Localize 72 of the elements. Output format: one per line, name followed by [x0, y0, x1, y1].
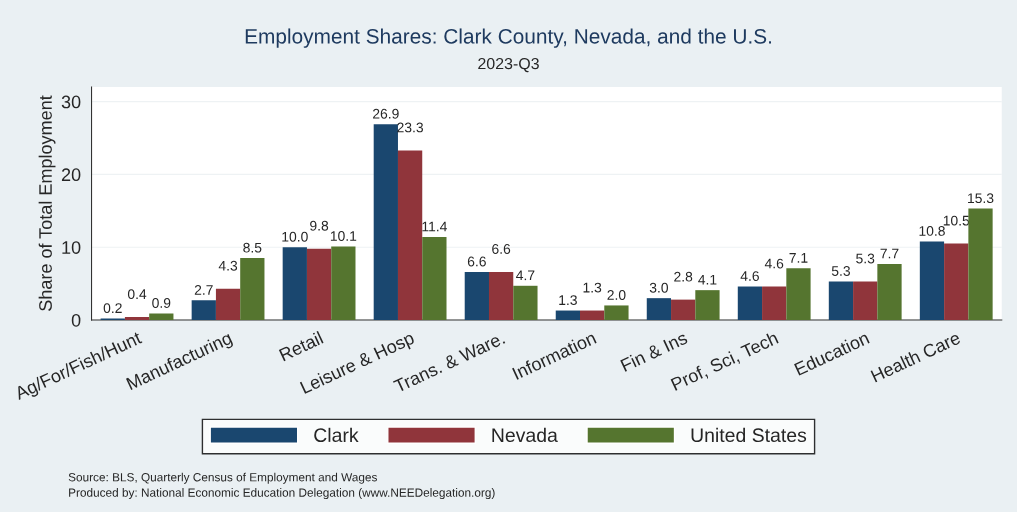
bar — [513, 285, 538, 320]
text: 2.0 — [607, 290, 626, 300]
text: 5.3 — [831, 266, 850, 276]
bar — [555, 310, 581, 320]
bar — [786, 268, 811, 320]
chart-subtitle: 2023-Q3 — [478, 57, 539, 73]
bar — [695, 290, 720, 320]
bar — [671, 299, 696, 320]
bar — [191, 300, 216, 320]
bar — [968, 208, 993, 320]
y-tick-label: 10 — [62, 241, 81, 254]
bar — [149, 313, 174, 320]
text: 1.3 — [559, 295, 577, 306]
y-tick-label: 30 — [61, 95, 81, 109]
bar — [397, 150, 423, 320]
x-tick-label: Retail — [278, 330, 324, 362]
text: 7.1 — [789, 253, 808, 263]
text: 11.4 — [422, 221, 447, 232]
bar — [877, 263, 902, 320]
bar — [646, 298, 672, 320]
bar — [373, 124, 398, 320]
text: 5.3 — [856, 253, 875, 264]
text: 7.7 — [880, 248, 899, 259]
legend-label: Nevada — [492, 427, 558, 443]
text: 10.1 — [330, 231, 357, 241]
bar — [306, 248, 332, 320]
bar — [853, 281, 878, 320]
text: 3.0 — [649, 282, 669, 293]
text: 0.4 — [127, 289, 147, 300]
y-tick-label: 20 — [61, 168, 81, 182]
text: 15.3 — [968, 193, 994, 204]
text: 6.6 — [492, 244, 511, 254]
text: 4.6 — [764, 258, 784, 269]
text: 2.7 — [194, 284, 213, 295]
text: 0.2 — [103, 303, 122, 314]
text: 4.7 — [516, 270, 535, 281]
x-tick-label: Fin & Ins — [619, 330, 689, 372]
bar — [737, 286, 763, 320]
bar — [282, 247, 307, 320]
text: 0.9 — [152, 298, 171, 308]
bar — [944, 243, 969, 320]
bar — [124, 317, 150, 320]
bar — [488, 271, 514, 320]
text: 10.8 — [919, 226, 945, 236]
bar — [919, 241, 945, 320]
text: Produced by: National Economic Education Delegation (www.NEEDelegation.org) — [69, 488, 495, 500]
bar — [422, 237, 447, 320]
bar — [331, 246, 356, 320]
bar — [464, 271, 489, 320]
text: 8.5 — [243, 242, 262, 253]
text: 1.3 — [583, 282, 602, 293]
text: 26.9 — [373, 108, 399, 119]
x-tick-label: Health Care — [870, 330, 962, 383]
text: 9.8 — [310, 220, 329, 231]
bar — [215, 288, 241, 320]
bar — [580, 310, 605, 320]
legend-label: United States — [691, 427, 807, 443]
text: 4.3 — [218, 260, 238, 271]
legend-label: Clark — [314, 427, 359, 443]
bar — [604, 305, 629, 320]
bar — [762, 286, 787, 320]
y-axis-title: Share of Total Employment — [38, 95, 56, 311]
chart-title: Employment Shares: Clark County, Nevada, and the U.S. — [245, 28, 772, 48]
text: 6.6 — [467, 256, 486, 267]
source-note: Source: BLS, Quarterly Census of Employment and Wages — [68, 472, 377, 484]
bar — [828, 281, 854, 320]
y-tick-label: 0 — [71, 313, 81, 327]
text: 4.6 — [740, 271, 759, 281]
text: 2.8 — [674, 271, 693, 282]
text: 10.0 — [282, 231, 308, 242]
bar — [240, 258, 265, 320]
text: 4.1 — [698, 274, 717, 285]
